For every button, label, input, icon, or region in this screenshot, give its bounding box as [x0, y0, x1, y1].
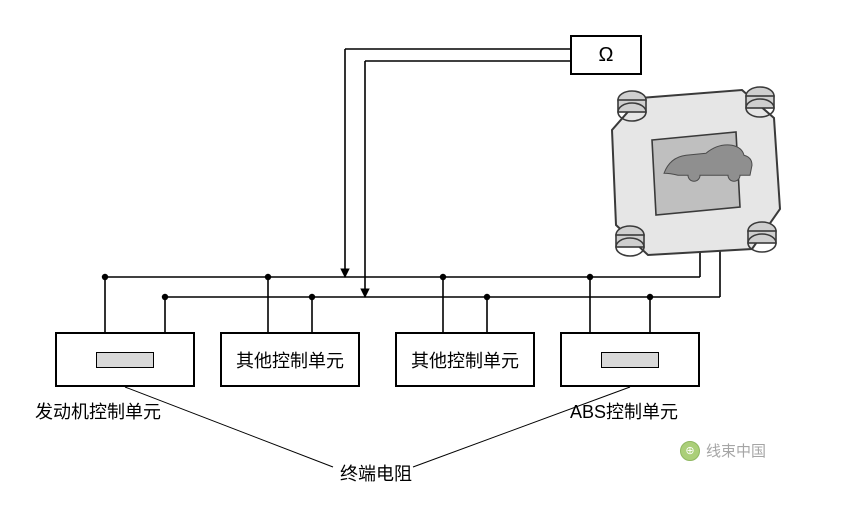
watermark-text: 线束中国 [706, 440, 766, 461]
can-bus-diagram: Ω 发动机控制单元 其他控制单元 其他控制单元 ABS控制单元 终端电阻 ⊕ 线… [0, 0, 847, 520]
engine-ecu-label: 发动机控制单元 [35, 398, 161, 424]
omega-symbol: Ω [599, 44, 614, 67]
engine-terminal-resistor [96, 352, 154, 368]
terminal-resistor-label: 终端电阻 [340, 460, 412, 486]
abs-terminal-resistor [601, 352, 659, 368]
other-ecu-1-label: 其他控制单元 [236, 347, 344, 373]
abs-ecu-box [560, 332, 700, 387]
abs-ecu-label: ABS控制单元 [570, 398, 678, 424]
engine-ecu-box [55, 332, 195, 387]
other-ecu-2-label: 其他控制单元 [411, 347, 519, 373]
other-ecu-2-box: 其他控制单元 [395, 332, 535, 387]
watermark: ⊕ 线束中国 [680, 440, 766, 461]
watermark-icon: ⊕ [680, 441, 700, 461]
other-ecu-1-box: 其他控制单元 [220, 332, 360, 387]
omega-resistor-box: Ω [570, 35, 642, 75]
